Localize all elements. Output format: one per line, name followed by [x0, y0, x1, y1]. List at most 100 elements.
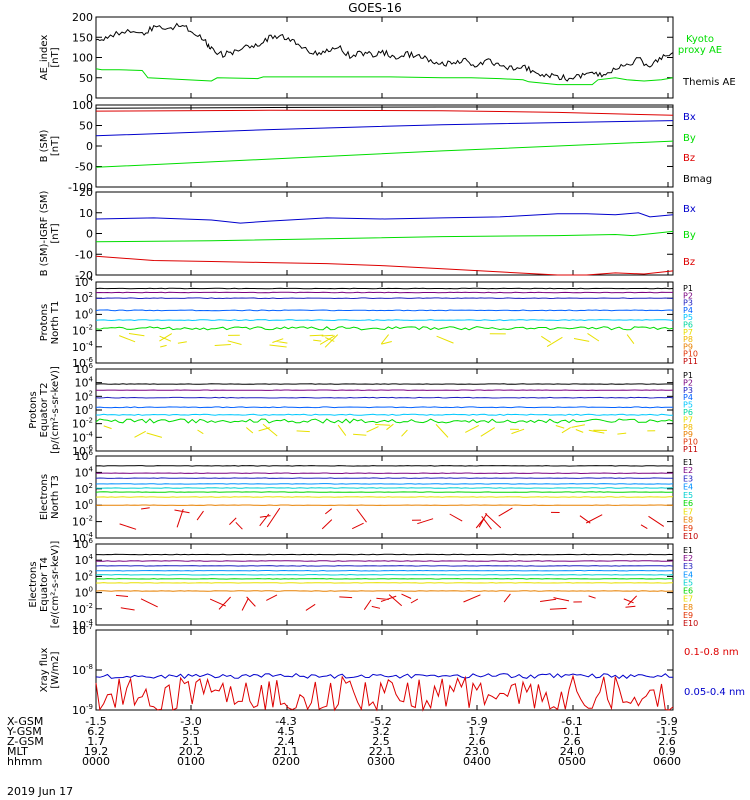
position-table: X-GSM -1.5 -3.0 -4.3 -5.2 -5.9 -6.1 -5.9…	[0, 715, 750, 798]
pos-row-z-gsm: Z-GSM 1.7 2.1 2.4 2.5 2.6 2.6 2.6	[0, 735, 750, 748]
legend-entry: P11	[683, 445, 698, 454]
y-tick-label: 10-6	[72, 356, 94, 370]
pos-cell: -6.1	[561, 715, 583, 728]
legend-entry: E9	[683, 611, 693, 620]
y-tick-label: -20	[75, 269, 93, 282]
series-line-e4	[95, 483, 674, 485]
pos-cell: 2.6	[658, 735, 676, 748]
pos-cell: 2.1	[182, 735, 200, 748]
series-line-e1	[95, 465, 674, 467]
pos-cell: 0400	[463, 755, 491, 768]
series-line-bz	[95, 255, 674, 276]
series-line-p3	[95, 396, 674, 399]
pos-cell: 23.0	[464, 745, 490, 758]
panel-frame	[95, 16, 674, 99]
legend-entry: E10	[683, 619, 698, 628]
series-line-p5	[96, 413, 674, 416]
series-line-e5	[95, 487, 674, 489]
pos-label: hhmm	[7, 755, 43, 768]
pos-cell: 4.5	[277, 725, 295, 738]
y-tick-label: 10-2	[72, 515, 93, 529]
legend-entry: E3	[683, 474, 693, 483]
y-tick-label: 106	[75, 362, 94, 376]
panel-bsm: -100 -50 0 50 100 B (SM) [nT] Bx By Bz Bmag	[39, 99, 712, 194]
legend-entry: Kyoto	[686, 34, 714, 45]
series-line-e6	[95, 578, 674, 580]
panel-ee: 10-4 10-2 100 102 104 106 Electrons Equator T4[…	[28, 537, 698, 632]
pos-cell: 0600	[653, 755, 681, 768]
pos-cell: -1.5	[85, 715, 107, 728]
legend-entry: Bmag	[683, 174, 712, 185]
legend-entry: By	[683, 133, 696, 144]
legend-entry: Themis AE	[682, 77, 736, 88]
series-line-p1	[95, 287, 674, 290]
legend-entry: E6	[683, 499, 693, 508]
pos-cell: -5.2	[370, 715, 392, 728]
y-tick-label: 100	[72, 52, 93, 65]
y-tick-label: 100	[75, 403, 93, 417]
y-axis-label: Protons	[28, 391, 39, 428]
pos-cell: 2.6	[468, 735, 486, 748]
y-tick-label: 10-2	[72, 324, 93, 338]
pos-cell: 0300	[367, 755, 395, 768]
pos-cell: 6.2	[87, 725, 105, 738]
legend-entry: E1	[683, 458, 693, 467]
date-label: 2019 Jun 17	[7, 785, 74, 798]
legend-entry: E4	[683, 483, 693, 492]
legend-entry: P4	[683, 306, 693, 315]
series-line-e3	[95, 477, 674, 479]
y-tick-label: 150	[72, 31, 93, 44]
panel-frame	[95, 543, 674, 626]
legend-entry: Bz	[683, 153, 695, 164]
legend-entry: proxy AE	[678, 45, 722, 56]
y-tick-label: 20	[79, 186, 93, 199]
y-tick-label: 10	[79, 207, 93, 220]
series-line-bx	[95, 212, 674, 224]
legend-entry: P6	[683, 408, 693, 417]
y-axis-label: Electrons	[39, 474, 50, 520]
series-line-e4	[96, 569, 673, 572]
y-tick-label: 10-6	[72, 444, 94, 458]
y-tick-label: 50	[79, 120, 93, 133]
panel-frame	[95, 191, 674, 276]
legend-entry: P9	[683, 342, 693, 351]
y-tick-label: 10-4	[72, 531, 94, 545]
legend-entry: E7	[683, 507, 693, 516]
legend-entry: P1	[683, 371, 693, 380]
y-tick-label: 100	[75, 586, 93, 600]
panel-pn: 10-6 10-4 10-2 100 102 104 Protons North T1 P1P2…	[39, 275, 698, 370]
pos-cell: 3.2	[372, 725, 390, 738]
pos-label: Y-GSM	[7, 725, 42, 738]
pos-cell: 21.1	[273, 745, 299, 758]
y-axis-label: Equator T4	[39, 557, 50, 612]
panel-frame	[95, 629, 674, 711]
series-line-by	[95, 140, 674, 168]
y-axis-label: [nT]	[50, 47, 61, 67]
pos-cell: 24.0	[559, 745, 585, 758]
series-line-by	[95, 230, 674, 243]
y-tick-label: 10-9	[72, 703, 93, 717]
legend-entry: P11	[683, 357, 698, 366]
legend-entry: E2	[683, 466, 693, 475]
legend-entry: Bx	[683, 204, 696, 215]
y-tick-label: 106	[75, 449, 94, 463]
legend-entry: P3	[683, 386, 693, 395]
pos-label: MLT	[7, 745, 28, 758]
pos-cell: 0200	[272, 755, 300, 768]
y-tick-label: 200	[72, 11, 93, 24]
pos-cell: 0000	[82, 755, 110, 768]
chart-title: GOES-16	[348, 1, 402, 15]
legend-entry: P8	[683, 335, 693, 344]
legend-entry: E1	[683, 546, 693, 555]
pos-cell: 19.2	[83, 745, 109, 758]
pos-cell: 5.5	[182, 725, 200, 738]
series-line-e3	[95, 565, 674, 567]
y-tick-label: 104	[75, 465, 94, 479]
pos-cell: 0500	[558, 755, 586, 768]
legend-entry: P10	[683, 350, 698, 359]
pos-cell: -1.5	[656, 725, 678, 738]
legend-entry: P1	[683, 284, 693, 293]
